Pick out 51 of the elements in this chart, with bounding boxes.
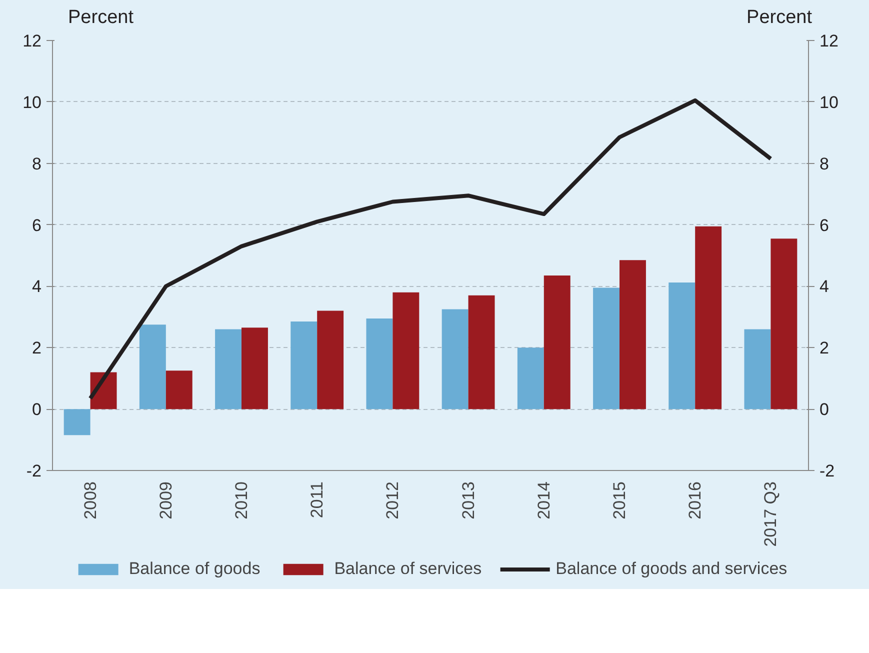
x-tick-label: 2015	[610, 481, 629, 520]
x-tick-label: 2010	[232, 481, 251, 520]
y2-tick-label: 12	[820, 32, 838, 50]
y-tick-label: 0	[32, 400, 42, 420]
bar	[442, 309, 468, 410]
y-axis-title: Percent	[68, 6, 134, 30]
bar	[744, 329, 771, 410]
bar	[290, 322, 318, 410]
x-tick-label: 2012	[383, 481, 402, 520]
bar	[695, 226, 722, 410]
y-tick-label: 10	[22, 92, 42, 112]
bar	[242, 328, 268, 410]
bar	[468, 295, 495, 410]
x-tick-label: 2011	[308, 481, 327, 518]
x-tick-label: 2009	[156, 481, 176, 520]
x-tick-label: 2016	[686, 481, 705, 520]
x-tick-label: 2013	[458, 481, 478, 520]
bar	[668, 282, 696, 410]
y-tick-label: 6	[32, 216, 42, 235]
y2-tick-label: 10	[820, 92, 838, 112]
y-tick-label: 12	[22, 32, 42, 50]
y-tick-label: 2	[32, 338, 42, 358]
y2-tick-label: -2	[820, 462, 835, 480]
line-series	[88, 98, 773, 400]
legend-label: Balance of goods and services	[556, 559, 788, 579]
y2-tick-label: 2	[820, 338, 829, 358]
bar	[392, 292, 420, 410]
bar	[64, 409, 90, 436]
x-tick-label: 2008	[80, 481, 100, 520]
bar	[544, 275, 570, 410]
bar	[166, 370, 192, 410]
bar	[139, 324, 166, 410]
bar	[366, 318, 393, 410]
x-tick-label: 2017 Q3	[761, 481, 780, 547]
y-tick-label: -2	[26, 462, 42, 480]
bar	[517, 348, 544, 410]
y2-axis-title: Percent	[746, 6, 812, 30]
y2-tick-label: 4	[820, 277, 829, 296]
bar	[620, 260, 646, 410]
x-tick-label: 2014	[534, 481, 554, 520]
legend-label: Balance of goods	[128, 559, 260, 579]
y2-tick-label: 6	[820, 216, 829, 235]
legend-label: Balance of services	[334, 559, 482, 579]
bar	[215, 329, 242, 410]
bar	[593, 288, 620, 410]
y-tick-label: 8	[32, 154, 42, 174]
bar	[317, 310, 344, 410]
y2-tick-label: 0	[820, 400, 829, 420]
y-tick-label: 4	[32, 277, 42, 296]
y2-tick-label: 8	[820, 154, 829, 174]
bar	[770, 238, 798, 410]
